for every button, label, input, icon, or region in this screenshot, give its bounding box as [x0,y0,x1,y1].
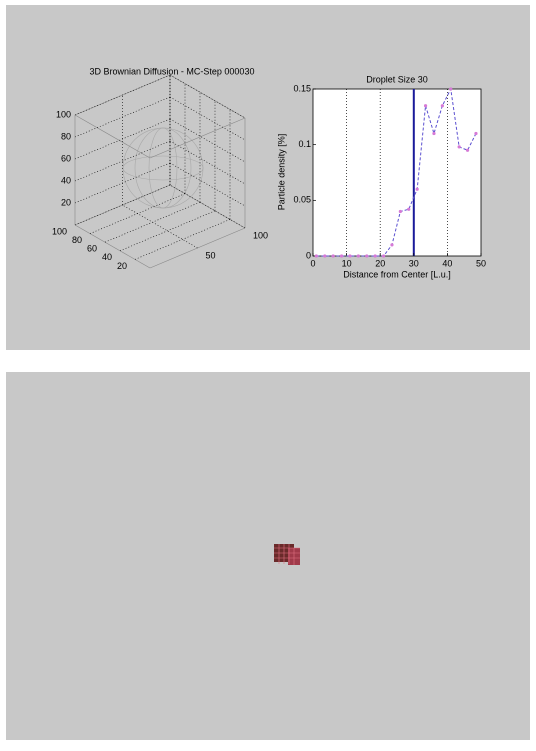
x-tick-label: 40 [102,252,112,262]
point [432,132,435,135]
z-tick-label: 100 [56,109,71,119]
point [332,254,335,257]
point [323,254,326,257]
y-tick-label: 0 [306,250,311,260]
y-tick-label: 0.05 [293,195,311,205]
plot-area [313,89,481,256]
z-tick-label: 40 [61,175,71,185]
y-tick-label: 50 [206,250,216,260]
x-tick-label: 30 [409,258,419,268]
x-tick-label: 20 [117,261,127,271]
point [348,254,351,257]
x-tick-label: 60 [87,244,97,254]
x-axis-label: Distance from Center [L.u.] [343,269,451,279]
point [315,254,318,257]
point [407,208,410,211]
point [340,254,343,257]
point [365,254,368,257]
point [416,188,419,191]
x-tick-label: 100 [52,226,67,236]
z-tick-label: 80 [61,131,71,141]
point [382,254,385,257]
point [449,87,452,90]
z-tick-label: 60 [61,153,71,163]
chart-title-3d: 3D Brownian Diffusion - MC-Step 000030 [90,66,255,76]
chart-title: Droplet Size 30 [366,74,428,84]
x-tick-label: 40 [442,258,452,268]
x-tick-label: 20 [375,258,385,268]
x-tick-label: 50 [476,258,486,268]
y-axis-label: Particle density [%] [276,134,286,211]
x-tick-label: 80 [72,235,82,245]
point [424,104,427,107]
page: 3D Brownian Diffusion - MC-Step 000030 D… [0,0,536,751]
point [357,254,360,257]
point [399,210,402,213]
y-tick-label: 100 [253,230,268,240]
figure-window-bottom [6,372,530,740]
x-tick-label: 0 [310,258,315,268]
y-tick-label: 0.1 [298,139,311,149]
z-tick-label: 20 [61,197,71,207]
point [466,149,469,152]
point [441,104,444,107]
point [474,132,477,135]
screen: 3D Brownian Diffusion - MC-Step 000030 D… [0,0,536,746]
y-tick-label: 0.15 [293,83,311,93]
x-tick-label: 10 [342,258,352,268]
point [374,254,377,257]
point [390,243,393,246]
point [458,145,461,148]
